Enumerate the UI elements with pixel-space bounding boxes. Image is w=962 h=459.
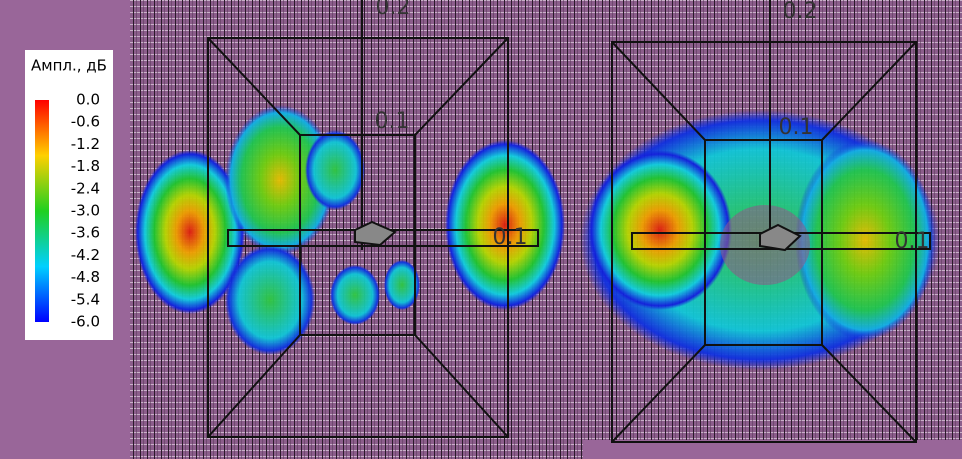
legend-label: -4.8 [71,268,100,286]
field-spot [305,130,365,210]
axis-label: 0.1 [375,109,410,134]
legend-label: -6.0 [71,313,100,331]
legend-label: -0.6 [71,113,100,131]
legend-label: -3.0 [71,202,100,220]
field-spot [330,265,380,325]
legend-label: 0.0 [76,91,100,109]
legend-label: -3.6 [71,224,100,242]
legend-label: -4.2 [71,246,100,264]
wireframe-1 [207,0,539,438]
legend-label: -5.4 [71,290,100,308]
field-spot [445,140,565,310]
axis-label: 0.2 [783,0,818,24]
field-spot [588,150,732,310]
legend-label: -2.4 [71,179,100,197]
axis-label: 0.1 [895,229,930,254]
field-spot [795,140,935,340]
field-spot [225,245,315,355]
axis-label: 0.2 [376,0,411,20]
field-spot [135,150,245,314]
legend-label: -1.8 [71,157,100,175]
field-spot [384,260,420,310]
field-spot [225,105,335,255]
axis-label: 0.1 [493,225,528,250]
colorbar [35,100,49,322]
legend: Ампл., дБ 0.0 -0.6 -1.2 -1.8 -2.4 -3.0 -3.6 -4.… [25,50,113,340]
axis-label: 0.1 [779,115,814,140]
field-panel-2 [580,110,940,370]
legend-title: Ампл., дБ [31,57,107,75]
legend-label: -1.2 [71,135,100,153]
field-panel-1 [135,105,565,355]
wireframe-2 [611,0,931,443]
